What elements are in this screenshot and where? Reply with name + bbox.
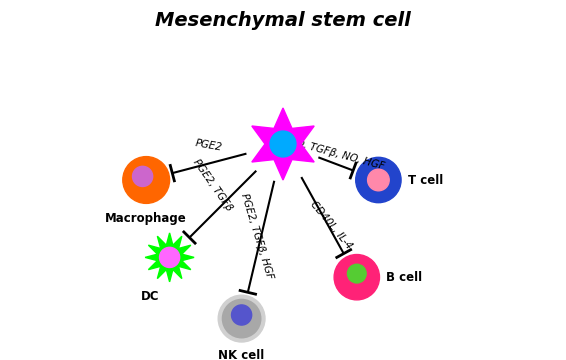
Text: B cell: B cell xyxy=(387,271,422,284)
Text: Mesenchymal stem cell: Mesenchymal stem cell xyxy=(155,11,411,30)
Circle shape xyxy=(123,157,170,203)
Circle shape xyxy=(231,305,252,325)
Circle shape xyxy=(132,166,153,186)
Text: T cell: T cell xyxy=(408,174,443,186)
Polygon shape xyxy=(252,108,314,180)
Text: Macrophage: Macrophage xyxy=(105,212,187,225)
Text: IDO, TGFβ, NO, HGF: IDO, TGFβ, NO, HGF xyxy=(284,135,386,171)
Text: PGE2: PGE2 xyxy=(195,139,224,153)
Text: NK cell: NK cell xyxy=(218,349,265,360)
Circle shape xyxy=(367,169,389,191)
Circle shape xyxy=(355,157,401,203)
Circle shape xyxy=(348,264,366,283)
Circle shape xyxy=(222,300,261,338)
Circle shape xyxy=(218,295,265,342)
Polygon shape xyxy=(145,233,194,282)
Text: DC: DC xyxy=(140,290,159,303)
Text: PGE2, TGFβ, HGF: PGE2, TGFβ, HGF xyxy=(239,192,275,280)
Circle shape xyxy=(270,131,296,157)
Text: CD40L, IL-4: CD40L, IL-4 xyxy=(308,199,354,251)
Circle shape xyxy=(160,247,179,267)
Circle shape xyxy=(334,255,379,300)
Text: PGE2, TGFβ: PGE2, TGFβ xyxy=(191,158,234,213)
